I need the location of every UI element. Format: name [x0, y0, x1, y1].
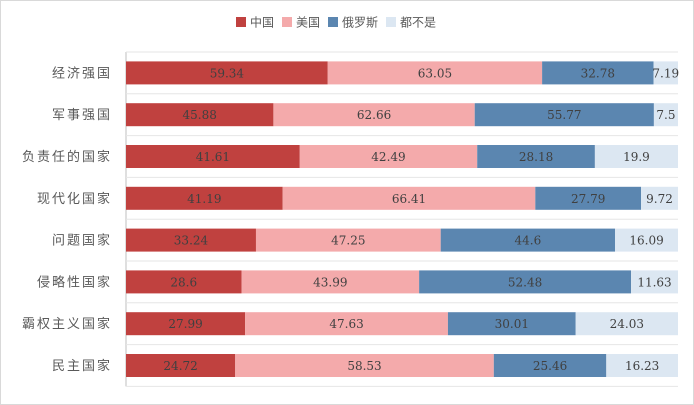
bar-segment: [594, 145, 678, 168]
bar-segment: [235, 354, 494, 377]
bar-segment: [126, 354, 236, 377]
bar-segment: [447, 312, 576, 336]
bar-segment: [126, 312, 246, 336]
bars: [126, 61, 678, 377]
bar-segment: [126, 145, 300, 168]
bar-segment: [606, 354, 678, 377]
value-label: 24.72: [163, 359, 197, 373]
category-label: 经济强国: [52, 66, 112, 81]
value-label: 63.05: [418, 66, 452, 80]
value-label: 45.88: [183, 108, 217, 122]
value-label: 58.53: [347, 359, 381, 373]
bar-segment: [474, 103, 654, 127]
bar-segment: [299, 145, 478, 168]
value-label: 19.9: [623, 150, 650, 164]
value-label: 28.6: [170, 275, 197, 289]
value-label: 25.46: [533, 359, 567, 373]
value-label: 32.78: [581, 66, 615, 80]
bar-segment: [493, 354, 607, 377]
value-label: 33.24: [174, 234, 209, 248]
bar-segment: [241, 270, 420, 294]
value-label: 24.03: [610, 317, 644, 331]
row-separators: [126, 51, 678, 387]
value-label: 41.19: [187, 192, 221, 206]
value-label: 41.61: [196, 150, 230, 164]
value-label: 55.77: [547, 108, 581, 122]
category-label: 霸权主义国家: [22, 316, 112, 332]
bar-segment: [327, 61, 543, 85]
legend-label-0: 中国: [250, 15, 274, 30]
value-label: 7.5: [656, 108, 675, 122]
bar-segment: [615, 228, 678, 252]
value-label: 47.25: [331, 234, 365, 248]
value-label: 16.23: [625, 359, 659, 373]
category-label: 民主国家: [52, 358, 112, 374]
bar-segment: [126, 228, 256, 252]
bar-segment: [542, 61, 654, 85]
value-label: 62.66: [357, 108, 391, 122]
value-labels: 59.34 63.05 32.78 7.19 45.88 62.66 55.77 7.5 41.…: [163, 66, 679, 373]
bar-segment: [535, 186, 642, 210]
legend-label-1: 美国: [296, 16, 320, 30]
value-label: 27.79: [571, 192, 605, 206]
value-label: 30.01: [495, 317, 529, 331]
value-label: 16.09: [629, 234, 663, 248]
bar-segment: [631, 270, 678, 294]
category-label: 问题国家: [52, 233, 112, 249]
bar-segment: [575, 312, 678, 336]
value-label: 42.49: [371, 150, 405, 164]
bar-segment: [245, 312, 448, 336]
legend-swatch-1: [282, 17, 292, 27]
bar-segment: [273, 103, 475, 127]
value-label: 28.18: [519, 150, 553, 164]
bar-segment: [126, 61, 328, 85]
bar-segment: [653, 103, 678, 127]
legend-label-3: 都不是: [400, 16, 436, 30]
value-label: 27.99: [168, 317, 202, 331]
category-label: 现代化国家: [37, 191, 112, 207]
legend: 中国 美国 俄罗斯 都不是: [236, 15, 436, 30]
category-label: 负责任的国家: [22, 149, 112, 165]
bar-segment: [440, 228, 616, 252]
bar-segment: [126, 103, 274, 127]
legend-swatch-3: [386, 17, 396, 27]
value-label: 47.63: [329, 317, 363, 331]
value-label: 43.99: [313, 275, 347, 289]
bar-segment: [255, 228, 441, 252]
value-label: 44.6: [515, 234, 542, 248]
bar-segment: [419, 270, 632, 294]
legend-swatch-0: [236, 17, 246, 27]
value-label: 66.41: [392, 192, 426, 206]
bar-segment: [126, 186, 283, 210]
value-label: 59.34: [210, 66, 245, 80]
bar-segment: [282, 186, 536, 210]
value-label: 11.63: [637, 275, 671, 289]
bar-segment: [653, 61, 678, 85]
value-label: 7.19: [652, 66, 679, 80]
bar-segment: [641, 186, 678, 210]
bar-segment: [126, 270, 242, 294]
value-label: 9.72: [646, 192, 673, 206]
value-label: 52.48: [508, 275, 542, 289]
legend-label-2: 俄罗斯: [342, 16, 378, 30]
bar-segment: [477, 145, 595, 168]
legend-swatch-2: [328, 17, 338, 27]
category-label: 侵略性国家: [37, 274, 112, 290]
category-label: 军事强国: [52, 108, 112, 123]
